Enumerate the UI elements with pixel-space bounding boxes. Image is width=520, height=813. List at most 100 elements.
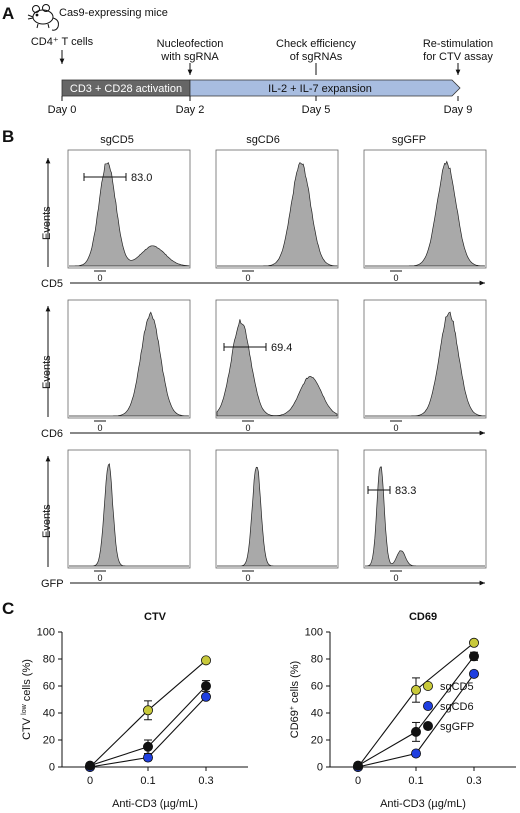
event-nucleofection-line1: Nucleofection — [157, 38, 224, 50]
histogram-cd6-sggfp: 0 — [363, 299, 487, 433]
day-ticks — [61, 96, 459, 101]
legend-item-sgcd5: sgCD5 — [422, 681, 474, 693]
histogram-cd5-sgcd5: 0 — [67, 149, 191, 283]
gate-value: 69.4 — [271, 342, 292, 354]
gate-sgcd5: 83.0 — [83, 172, 152, 184]
event-nucleofection-line2: with sgRNA — [160, 51, 219, 63]
x-tick-label: 0 — [355, 775, 361, 787]
data-point — [85, 760, 96, 771]
activation-label: CD3 + CD28 activation — [70, 83, 182, 95]
x-axis-label: Anti-CD3 (µg/mL) — [380, 798, 466, 810]
day-label-2: Day 2 — [176, 104, 205, 116]
y-tick-label: 60 — [311, 681, 323, 693]
y-tick-label: 20 — [311, 735, 323, 747]
zero-label: 0 — [393, 423, 398, 433]
legend-label: sgGFP — [440, 721, 474, 733]
histogram-frame — [363, 149, 487, 269]
y-tick-label: 0 — [317, 762, 323, 774]
series-sgcd5 — [352, 637, 479, 773]
zero-label: 0 — [97, 273, 102, 283]
x-tick-label: 0.3 — [466, 775, 481, 787]
expansion-label: IL-2 + IL-7 expansion — [268, 83, 372, 95]
legend-item-sgcd6: sgCD6 — [422, 701, 474, 713]
day-label-0: Day 0 — [48, 104, 77, 116]
data-point — [142, 752, 153, 763]
row-gfp-events-label: Events — [41, 504, 53, 538]
x-tick-label: 0.1 — [140, 775, 155, 787]
cells-label: CD4⁺ T cells — [31, 36, 94, 48]
histogram-cd5-sggfp: 0 — [363, 149, 487, 283]
legend-label: sgCD5 — [440, 681, 474, 693]
histogram-frame — [215, 149, 339, 269]
y-tick-label: 0 — [49, 762, 55, 774]
legend-marker — [422, 721, 433, 732]
histogram-curve — [69, 311, 190, 417]
histogram-grid: 0 0 0 0 0 0 0 0 0 83.0 69.4 83.3 — [67, 149, 487, 583]
gate-value: 83.0 — [131, 172, 152, 184]
data-point — [468, 651, 479, 662]
histogram-curve — [216, 319, 338, 417]
zero-label: 0 — [245, 573, 250, 583]
data-point — [200, 655, 211, 666]
y-tick-label: 100 — [305, 627, 323, 639]
y-tick-label: 40 — [311, 708, 323, 720]
histogram-gfp-sggfp: 0 — [363, 449, 487, 583]
y-axis-label: CTV low cells (%) — [21, 659, 33, 740]
zero-label: 0 — [245, 273, 250, 283]
histogram-frame — [363, 449, 487, 569]
histogram-curve — [69, 463, 189, 567]
histogram-frame — [363, 299, 487, 419]
histogram-frame — [215, 299, 339, 419]
y-tick-label: 100 — [37, 627, 55, 639]
zero-label: 0 — [97, 423, 102, 433]
x-tick-label: 0.3 — [198, 775, 213, 787]
histogram-frame — [215, 449, 339, 569]
histogram-frame — [67, 299, 191, 419]
gate-value: 83.3 — [395, 485, 416, 497]
row-cd5-events-label: Events — [41, 206, 53, 240]
data-point — [410, 726, 421, 737]
histogram-curve — [365, 160, 486, 267]
day-label-9: Day 9 — [444, 104, 473, 116]
data-point — [142, 705, 153, 716]
histogram-cd6-sgcd6: 0 — [215, 299, 339, 433]
y-tick-label: 80 — [311, 654, 323, 666]
histogram-gfp-sgcd5: 0 — [67, 449, 191, 583]
event-restim-line2: for CTV assay — [423, 51, 493, 63]
data-point — [142, 741, 153, 752]
row-cd6-events-label: Events — [41, 355, 53, 389]
histogram-curve — [69, 161, 190, 267]
column-title-sgcd5: sgCD5 — [100, 134, 134, 146]
x-axis-label: Anti-CD3 (µg/mL) — [112, 798, 198, 810]
data-point — [200, 691, 211, 702]
event-check-line1: Check efficiency — [276, 38, 356, 50]
data-point — [410, 685, 421, 696]
zero-label: 0 — [393, 273, 398, 283]
series-sggfp — [352, 651, 479, 771]
series-sggfp — [85, 680, 211, 771]
data-point — [410, 748, 421, 759]
zero-label: 0 — [245, 423, 250, 433]
panel-b: B sgCD5 sgCD6 sgGFP 0 0 0 0 0 0 0 0 0 83.0 69.4 83.… — [2, 127, 487, 590]
histogram-curve — [217, 466, 337, 567]
legend-marker — [422, 701, 433, 712]
y-tick-label: 60 — [43, 681, 55, 693]
legend-item-sggfp: sgGFP — [422, 721, 474, 733]
histogram-curve — [365, 466, 485, 567]
gate-sggfp: 83.3 — [367, 485, 416, 497]
data-point — [200, 681, 211, 692]
event-check-line2: of sgRNAs — [290, 51, 343, 63]
histogram-frame — [67, 449, 191, 569]
panel-c-letter: C — [2, 599, 14, 618]
panel-b-letter: B — [2, 127, 14, 146]
legend-marker — [422, 681, 433, 692]
legend: sgCD5 sgCD6 sgGFP — [422, 681, 474, 733]
histogram-cd6-sgcd5: 0 — [67, 299, 191, 433]
legend-label: sgCD6 — [440, 701, 474, 713]
zero-label: 0 — [393, 573, 398, 583]
day-label-5: Day 5 — [302, 104, 331, 116]
histogram-frame — [67, 149, 191, 269]
x-tick-label: 0 — [87, 775, 93, 787]
